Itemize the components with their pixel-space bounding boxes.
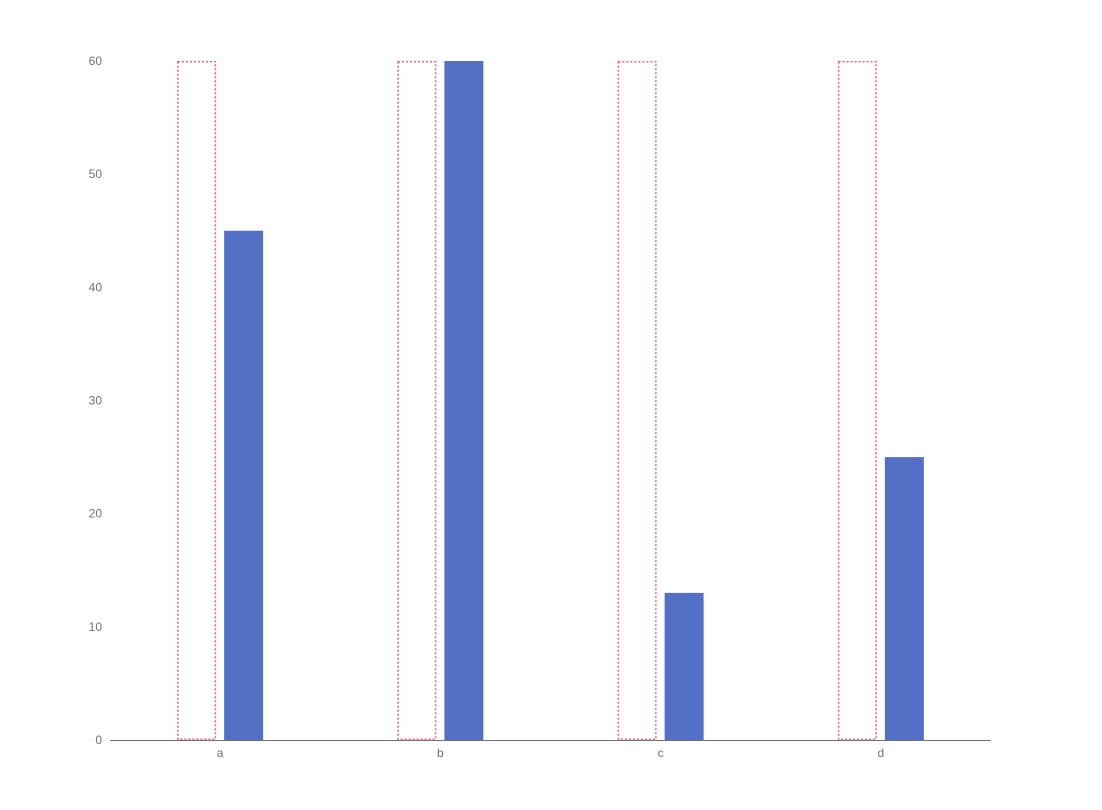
outline-bar-b [397,61,437,740]
y-tick-label: 0 [95,733,102,747]
x-axis-tick-labels: a b c d [217,746,884,760]
x-tick-label: a [217,746,224,760]
x-tick-label: c [658,746,664,760]
y-tick-label: 10 [89,620,103,634]
x-tick-label: d [878,746,885,760]
solid-bar-d [884,457,924,740]
y-tick-label: 50 [89,167,103,181]
x-tick-label: b [437,746,444,760]
outline-bar-a [177,61,217,740]
solid-bar-c [664,592,704,740]
y-tick-label: 40 [89,280,103,294]
solid-bar-a [224,230,264,740]
outline-bar-c [617,61,657,740]
solid-bar-series [224,61,924,740]
y-tick-label: 60 [89,54,103,68]
y-axis-tick-labels: 0 10 20 30 40 50 60 [89,54,103,747]
y-tick-label: 30 [89,394,103,408]
y-tick-label: 20 [89,507,103,521]
outline-bar-d [837,61,877,740]
outline-bar-series [177,61,877,740]
solid-bar-b [444,61,484,740]
